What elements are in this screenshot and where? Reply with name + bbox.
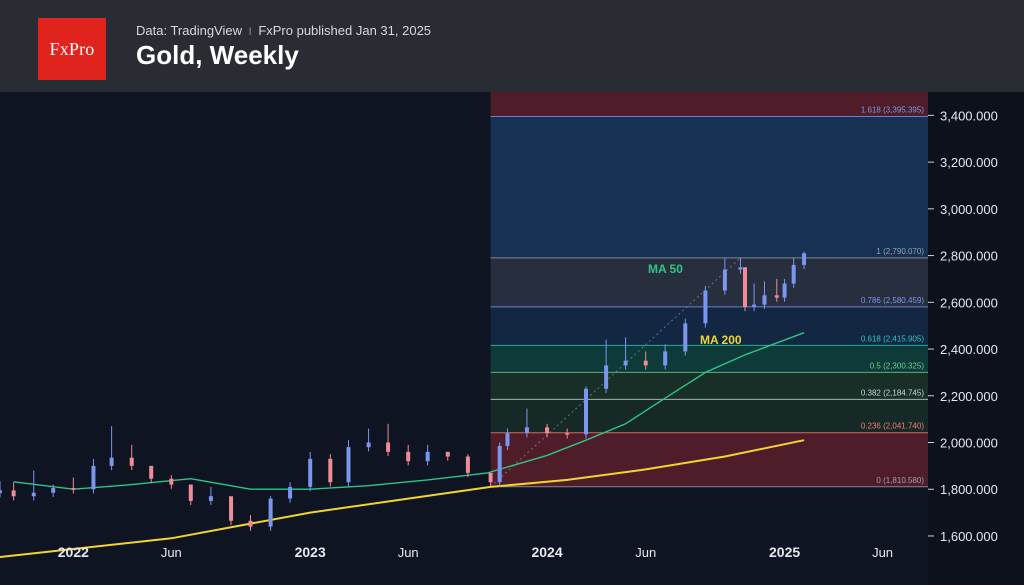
price-axis-bg	[928, 92, 1024, 585]
ma50-label: MA 50	[648, 262, 683, 276]
candle-body	[11, 490, 16, 497]
fib-level-label: 1 (2,790.070)	[876, 247, 924, 256]
x-tick-label: 2023	[295, 544, 326, 560]
candle-body	[0, 490, 2, 494]
candle-body	[742, 267, 747, 307]
ma50-line	[13, 332, 805, 490]
ma200-label: MA 200	[700, 333, 742, 347]
candle-body	[169, 478, 174, 485]
candle-body	[497, 446, 502, 483]
fib-trend-line	[490, 257, 741, 488]
candle-body	[51, 488, 56, 493]
header-bar: FxPro Data: TradingView I FxPro publishe…	[0, 0, 1024, 92]
candle-body	[738, 267, 743, 270]
y-tick-label: 2,800.000	[940, 249, 998, 264]
fib-zone	[490, 306, 928, 346]
fib-zone	[490, 257, 928, 307]
candle-body	[129, 457, 134, 466]
fib-zone	[490, 116, 928, 258]
y-tick-label: 2,200.000	[940, 389, 998, 404]
y-tick-label: 3,000.000	[940, 202, 998, 217]
candle-body	[268, 498, 273, 527]
candle-body	[623, 360, 628, 366]
fib-zone	[490, 399, 928, 433]
candle-body	[565, 433, 570, 435]
candle-body	[71, 488, 76, 490]
candle-body	[248, 520, 253, 527]
candle-body	[782, 283, 787, 298]
candle-body	[663, 351, 668, 366]
candle-body	[406, 451, 411, 462]
candle-body	[791, 264, 796, 284]
y-tick-label: 1,600.000	[940, 529, 998, 544]
y-tick-label: 2,600.000	[940, 295, 998, 310]
fxpro-logo: FxPro	[38, 18, 106, 80]
fib-level-label: 0.236 (2,041.740)	[861, 422, 924, 431]
candle-body	[149, 465, 154, 479]
fib-zone	[490, 345, 928, 373]
candle-body	[328, 458, 333, 483]
candle-body	[445, 451, 450, 457]
candle-body	[386, 442, 391, 452]
fib-level-label: 0.786 (2,580.459)	[861, 296, 924, 305]
y-tick-label: 3,200.000	[940, 155, 998, 170]
candle-body	[545, 427, 550, 434]
fib-level-label: 0 (1,810.580)	[876, 476, 924, 485]
x-tick-label: Jun	[161, 545, 182, 560]
page-title: Gold, Weekly	[136, 40, 299, 70]
y-tick-label: 1,800.000	[940, 482, 998, 497]
candle-body	[774, 295, 779, 298]
candle-body	[722, 269, 727, 291]
x-tick-label: 2024	[531, 544, 562, 560]
candle-body	[584, 388, 589, 435]
fib-level-label: 0.618 (2,415.905)	[861, 334, 924, 343]
x-tick-label: 2025	[769, 544, 800, 560]
candle-body	[109, 457, 114, 466]
candle-body	[425, 451, 430, 462]
candle-body	[91, 465, 96, 490]
candle-body	[366, 442, 371, 448]
fib-zone-top	[490, 92, 928, 117]
candle-body	[802, 253, 807, 265]
candle-body	[604, 365, 609, 389]
candle-body	[188, 484, 193, 501]
candle-body	[762, 295, 767, 305]
x-tick-label: Jun	[872, 545, 893, 560]
candle-body	[505, 433, 510, 447]
candle-body	[703, 290, 708, 324]
y-tick-label: 3,400.000	[940, 108, 998, 123]
x-tick-label: 2022	[58, 544, 89, 560]
ma200-line	[0, 439, 805, 558]
published-date: FxPro published Jan 31, 2025	[258, 23, 432, 38]
candle-body	[683, 323, 688, 352]
fib-zone	[490, 372, 928, 400]
candle-body	[31, 492, 36, 497]
candle-body	[208, 496, 213, 501]
candle-body	[288, 486, 293, 499]
candle-body	[465, 456, 470, 473]
candle-body	[308, 458, 313, 487]
fib-level-label: 1.618 (3,395.395)	[861, 105, 924, 114]
chart-subtitle: Data: TradingView I FxPro published Jan …	[136, 23, 431, 38]
candle-body	[229, 496, 234, 521]
y-tick-label: 2,000.000	[940, 436, 998, 451]
candle-body	[752, 304, 757, 307]
candle-body	[643, 360, 648, 366]
candle-body	[524, 427, 529, 434]
fib-level-label: 0.5 (2,300.325)	[870, 361, 925, 370]
candle-body	[346, 447, 351, 483]
gold-weekly-chart: 1.618 (3,395.395) 1 (2,790.070) 0.786 (2,5…	[0, 92, 1024, 585]
subtitle-separator: I	[248, 26, 252, 38]
candle-body	[488, 472, 493, 483]
fib-level-label: 0.382 (2,184.745)	[861, 388, 924, 397]
x-tick-label: Jun	[635, 545, 656, 560]
y-tick-label: 2,400.000	[940, 342, 998, 357]
x-tick-label: Jun	[398, 545, 419, 560]
data-source: Data: TradingView	[136, 23, 242, 38]
